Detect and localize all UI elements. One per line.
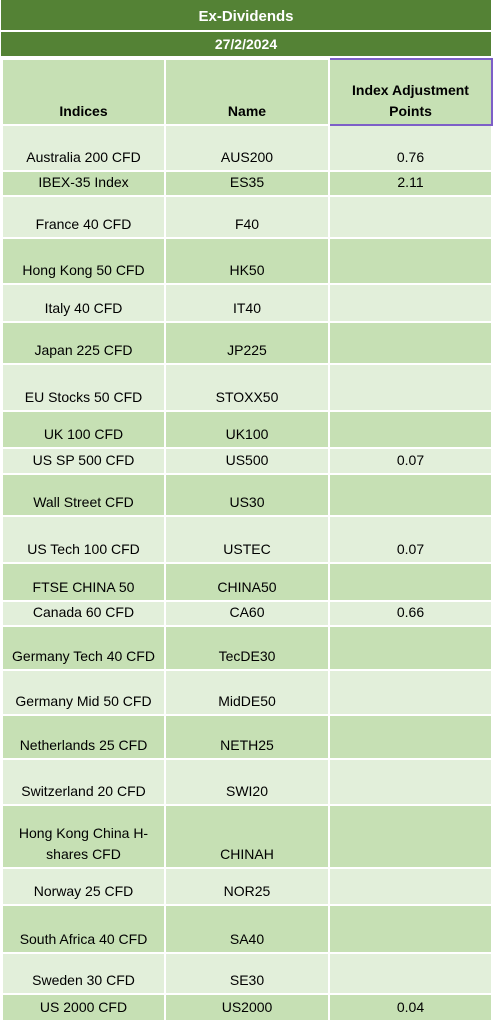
header-row: Indices Name Index Adjustment Points xyxy=(1,58,493,126)
cell-name[interactable]: F40 xyxy=(164,195,330,239)
table-row: Japan 225 CFD JP225 xyxy=(1,321,493,365)
cell-index[interactable]: South Africa 40 CFD xyxy=(1,904,166,954)
cell-index[interactable]: Italy 40 CFD xyxy=(1,283,166,323)
cell-adjustment-points[interactable] xyxy=(328,714,493,760)
cell-name[interactable]: IT40 xyxy=(164,283,330,323)
cell-index[interactable]: Japan 225 CFD xyxy=(1,321,166,365)
cell-index[interactable]: Wall Street CFD xyxy=(1,473,166,517)
cell-adjustment-points[interactable] xyxy=(328,669,493,716)
cell-adjustment-points[interactable] xyxy=(328,473,493,517)
cell-index[interactable]: US 2000 CFD xyxy=(1,993,166,1022)
cell-name[interactable]: TecDE30 xyxy=(164,625,330,671)
cell-adjustment-points[interactable] xyxy=(328,321,493,365)
cell-index[interactable]: Australia 200 CFD xyxy=(1,124,166,172)
header-name[interactable]: Name xyxy=(164,58,330,126)
cell-name[interactable]: US30 xyxy=(164,473,330,517)
table-row: Canada 60 CFD CA60 0.66 xyxy=(1,600,493,627)
cell-index[interactable]: Switzerland 20 CFD xyxy=(1,758,166,806)
table-row: Australia 200 CFD AUS200 0.76 xyxy=(1,124,493,172)
cell-index[interactable]: Canada 60 CFD xyxy=(1,600,166,627)
cell-index[interactable]: Norway 25 CFD xyxy=(1,867,166,906)
cell-adjustment-points[interactable] xyxy=(328,195,493,239)
cell-index[interactable]: US Tech 100 CFD xyxy=(1,515,166,564)
table-body: Australia 200 CFD AUS200 0.76 IBEX-35 Index… xyxy=(1,124,493,1022)
cell-index[interactable]: UK 100 CFD xyxy=(1,410,166,449)
table-row: Sweden 30 CFD SE30 xyxy=(1,952,493,995)
cell-name[interactable]: USTEC xyxy=(164,515,330,564)
cell-adjustment-points[interactable]: 2.11 xyxy=(328,170,493,197)
cell-index[interactable]: Germany Mid 50 CFD xyxy=(1,669,166,716)
cell-adjustment-points[interactable] xyxy=(328,867,493,906)
table-row: Italy 40 CFD IT40 xyxy=(1,283,493,323)
table-row: US SP 500 CFD US500 0.07 xyxy=(1,447,493,475)
table-row: US 2000 CFD US2000 0.04 xyxy=(1,993,493,1022)
cell-name[interactable]: NETH25 xyxy=(164,714,330,760)
table-row: EU Stocks 50 CFD STOXX50 xyxy=(1,363,493,412)
cell-name[interactable]: JP225 xyxy=(164,321,330,365)
table-row: Switzerland 20 CFD SWI20 xyxy=(1,758,493,806)
cell-adjustment-points[interactable] xyxy=(328,904,493,954)
cell-name[interactable]: ES35 xyxy=(164,170,330,197)
cell-name[interactable]: SA40 xyxy=(164,904,330,954)
cell-name[interactable]: STOXX50 xyxy=(164,363,330,412)
table-row: Norway 25 CFD NOR25 xyxy=(1,867,493,906)
cell-name[interactable]: SE30 xyxy=(164,952,330,995)
table-row: Netherlands 25 CFD NETH25 xyxy=(1,714,493,760)
cell-index[interactable]: Netherlands 25 CFD xyxy=(1,714,166,760)
table-row: US Tech 100 CFD USTEC 0.07 xyxy=(1,515,493,564)
cell-name[interactable]: CA60 xyxy=(164,600,330,627)
cell-name[interactable]: SWI20 xyxy=(164,758,330,806)
header-indices[interactable]: Indices xyxy=(1,58,166,126)
table-row: Germany Tech 40 CFD TecDE30 xyxy=(1,625,493,671)
header-index-adjustment-points[interactable]: Index Adjustment Points xyxy=(328,58,493,126)
cell-index[interactable]: Germany Tech 40 CFD xyxy=(1,625,166,671)
cell-adjustment-points[interactable]: 0.07 xyxy=(328,447,493,475)
table-row: France 40 CFD F40 xyxy=(1,195,493,239)
table-row: UK 100 CFD UK100 xyxy=(1,410,493,449)
cell-name[interactable]: US2000 xyxy=(164,993,330,1022)
sheet-title: Ex-Dividends xyxy=(1,0,491,32)
table-row: South Africa 40 CFD SA40 xyxy=(1,904,493,954)
cell-adjustment-points[interactable]: 0.66 xyxy=(328,600,493,627)
cell-adjustment-points[interactable] xyxy=(328,237,493,285)
cell-name[interactable]: CHINAH xyxy=(164,804,330,869)
dividends-table: Indices Name Index Adjustment Points Aus… xyxy=(1,58,493,1022)
cell-name[interactable]: MidDE50 xyxy=(164,669,330,716)
cell-adjustment-points[interactable] xyxy=(328,758,493,806)
table-row: Wall Street CFD US30 xyxy=(1,473,493,517)
cell-name[interactable]: NOR25 xyxy=(164,867,330,906)
cell-index[interactable]: FTSE CHINA 50 xyxy=(1,562,166,602)
cell-adjustment-points[interactable] xyxy=(328,363,493,412)
cell-name[interactable]: US500 xyxy=(164,447,330,475)
cell-adjustment-points[interactable]: 0.04 xyxy=(328,993,493,1022)
cell-adjustment-points[interactable] xyxy=(328,410,493,449)
cell-index[interactable]: EU Stocks 50 CFD xyxy=(1,363,166,412)
cell-index[interactable]: Hong Kong China H-shares CFD xyxy=(1,804,166,869)
cell-index[interactable]: US SP 500 CFD xyxy=(1,447,166,475)
cell-name[interactable]: CHINA50 xyxy=(164,562,330,602)
table-row: Hong Kong China H-shares CFD CHINAH xyxy=(1,804,493,869)
cell-adjustment-points[interactable]: 0.07 xyxy=(328,515,493,564)
cell-name[interactable]: AUS200 xyxy=(164,124,330,172)
cell-adjustment-points[interactable] xyxy=(328,625,493,671)
cell-name[interactable]: HK50 xyxy=(164,237,330,285)
cell-adjustment-points[interactable] xyxy=(328,283,493,323)
sheet-date: 27/2/2024 xyxy=(1,32,491,58)
cell-index[interactable]: Hong Kong 50 CFD xyxy=(1,237,166,285)
cell-name[interactable]: UK100 xyxy=(164,410,330,449)
cell-adjustment-points[interactable] xyxy=(328,804,493,869)
cell-index[interactable]: Sweden 30 CFD xyxy=(1,952,166,995)
cell-adjustment-points[interactable] xyxy=(328,952,493,995)
table-row: Hong Kong 50 CFD HK50 xyxy=(1,237,493,285)
cell-index[interactable]: IBEX-35 Index xyxy=(1,170,166,197)
cell-adjustment-points[interactable] xyxy=(328,562,493,602)
table-row: FTSE CHINA 50 CHINA50 xyxy=(1,562,493,602)
table-row: IBEX-35 Index ES35 2.11 xyxy=(1,170,493,197)
cell-index[interactable]: France 40 CFD xyxy=(1,195,166,239)
table-row: Germany Mid 50 CFD MidDE50 xyxy=(1,669,493,716)
cell-adjustment-points[interactable]: 0.76 xyxy=(328,124,493,172)
